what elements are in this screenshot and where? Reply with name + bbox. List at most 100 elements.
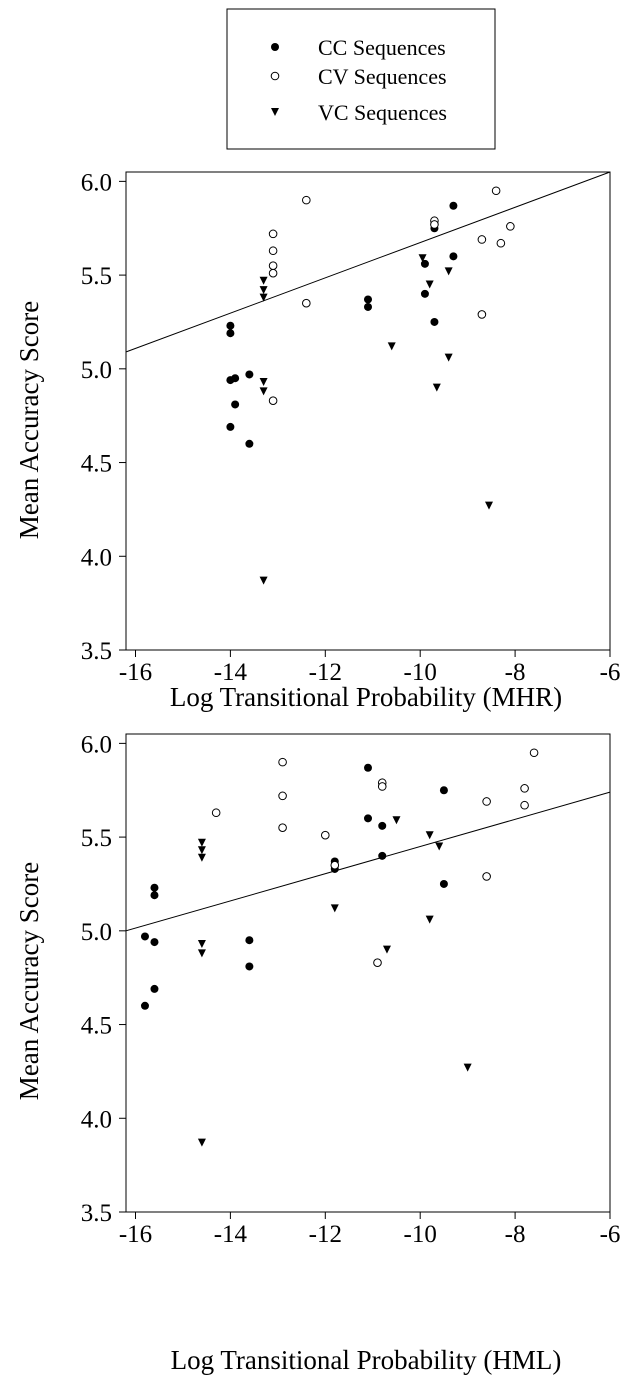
x-tick-label: -6: [600, 1221, 621, 1248]
point-cc: [378, 851, 387, 860]
plot-frame: [125, 171, 611, 651]
point-cc: [245, 936, 254, 945]
point-cc: [150, 891, 159, 900]
point-cc: [140, 932, 149, 941]
point-vc: [259, 576, 268, 585]
point-cv: [268, 268, 278, 278]
x-tick-label: -16: [119, 659, 152, 686]
point-cc: [150, 984, 159, 993]
point-cv: [529, 748, 539, 758]
x-axis-label: Log Transitional Probability (MHR): [170, 682, 562, 712]
point-vc: [197, 853, 206, 862]
point-cv: [477, 310, 487, 319]
point-cv: [520, 784, 529, 793]
y-tick-label: 4.0: [81, 1106, 112, 1133]
y-tick-label: 5.0: [81, 919, 112, 946]
y-tick-label: 6.0: [81, 731, 112, 758]
data-points: [226, 186, 515, 585]
point-cc: [245, 962, 254, 971]
point-cc: [245, 439, 254, 448]
point-vc: [259, 276, 268, 285]
point-cc: [226, 321, 235, 330]
y-tick-label: 5.5: [81, 263, 112, 290]
y-tick-label: 4.5: [81, 1013, 112, 1040]
legend-label-cv: CV Sequences: [318, 64, 447, 89]
x-tick-label: -6: [600, 659, 621, 686]
point-cv: [520, 800, 529, 810]
point-vc: [382, 945, 391, 954]
x-tick-label: -10: [404, 659, 437, 686]
y-tick-label: 4.0: [81, 544, 112, 571]
point-cc: [231, 400, 240, 409]
point-cv: [268, 246, 278, 256]
point-cv: [302, 195, 311, 205]
x-tick-label: -12: [309, 659, 342, 686]
point-cc: [150, 883, 159, 892]
point-cv: [377, 782, 387, 791]
point-cv: [430, 220, 439, 229]
regression-line: [125, 791, 611, 932]
x-tick-label: -8: [505, 1221, 526, 1248]
point-cc: [364, 763, 372, 772]
point-cc: [364, 814, 372, 823]
point-cc: [364, 295, 372, 304]
x-tick-label: -10: [404, 1221, 437, 1248]
point-cv: [278, 791, 287, 801]
y-tick-label: 4.5: [81, 451, 112, 478]
x-tick-label: -14: [214, 659, 248, 686]
point-vc: [387, 342, 396, 351]
legend-marker-vc: [271, 108, 279, 116]
point-vc: [435, 842, 444, 851]
point-cc: [449, 201, 458, 210]
point-vc: [425, 831, 434, 840]
point-cc: [430, 317, 439, 326]
point-vc: [392, 816, 401, 825]
point-cv: [496, 238, 506, 248]
point-vc: [259, 293, 268, 302]
point-cv: [482, 797, 491, 806]
point-vc: [259, 286, 268, 295]
ticks: -16 -14 -12 -10 -8 -6 3.5 4.0 4.5 5.0 5.5 6.0: [81, 169, 621, 686]
point-cv: [506, 222, 515, 231]
x-tick-label: -16: [119, 1221, 152, 1248]
point-cv: [268, 261, 278, 271]
point-vc: [197, 838, 206, 847]
point-vc: [485, 501, 493, 510]
y-tick-label: 5.0: [81, 357, 112, 384]
y-tick-label: 6.0: [81, 169, 112, 196]
legend-marker-cv: [270, 71, 280, 81]
point-cc: [420, 289, 429, 298]
point-vc: [197, 939, 206, 948]
point-cv: [373, 958, 382, 967]
point-cv: [278, 757, 287, 767]
point-vc: [259, 387, 268, 396]
x-tick-label: -14: [214, 1221, 248, 1248]
point-cv: [330, 860, 340, 870]
chart-hml: Mean Accuracy Score Log Transitional Pro…: [14, 731, 620, 1375]
point-vc: [463, 1063, 472, 1072]
point-vc: [197, 846, 206, 855]
point-vc: [197, 949, 206, 958]
y-axis-label: Mean Accuracy Score: [14, 301, 44, 539]
point-cc: [439, 786, 448, 795]
point-cv: [211, 808, 221, 818]
legend-label-cc: CC Sequences: [318, 35, 446, 60]
point-cv: [320, 830, 330, 840]
point-vc: [330, 904, 339, 913]
x-axis-label: Log Transitional Probability (HML): [171, 1345, 562, 1375]
point-cv: [482, 872, 491, 881]
point-cc: [420, 259, 429, 268]
point-cv: [477, 235, 487, 244]
y-tick-label: 3.5: [81, 1200, 112, 1227]
point-vc: [418, 254, 427, 263]
legend-marker-cc: [271, 43, 279, 51]
point-cc: [140, 1001, 149, 1010]
point-cv: [268, 396, 278, 405]
point-vc: [197, 1138, 206, 1147]
point-cc: [226, 329, 235, 338]
point-vc: [425, 915, 434, 924]
ticks: -16 -14 -12 -10 -8 -6 3.5 4.0 4.5 5.0 5.5 6.0: [81, 731, 621, 1248]
legend: CC Sequences CV Sequences VC Sequences: [226, 8, 496, 150]
point-cc: [378, 821, 387, 830]
